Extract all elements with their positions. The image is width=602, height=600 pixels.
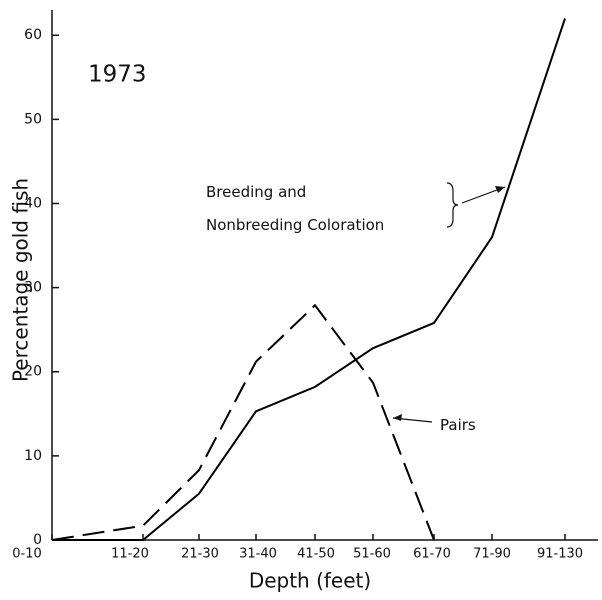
y-tick-label: 10: [24, 448, 42, 464]
y-tick-label: 30: [24, 280, 42, 296]
y-tick-label: 60: [24, 27, 42, 43]
x-tick-label: 71-90: [473, 547, 511, 562]
y-tick-label: 20: [24, 364, 42, 380]
x-tick-label: 91-130: [537, 547, 583, 562]
x-tick-label: 0-10: [12, 547, 42, 562]
line: [52, 18, 566, 541]
x-tick-label: 61-70: [413, 547, 451, 562]
x-tick-label: 31-40: [239, 547, 277, 562]
arrow-head: [495, 186, 505, 193]
y-axis-label: Percentage gold fish: [9, 178, 33, 382]
x-axis-label: Depth (feet): [249, 569, 371, 593]
brace: [446, 182, 459, 228]
y-tick-label: 40: [24, 195, 42, 211]
x-tick-label: 11-20: [111, 547, 149, 562]
y-tick-label: 0: [33, 532, 42, 548]
chart-title: 1973: [88, 62, 147, 88]
x-tick-label: 21-30: [181, 547, 219, 562]
x-tick-label: 41-50: [297, 547, 335, 562]
y-tick-label: 50: [24, 111, 42, 127]
series-label: Pairs: [440, 416, 476, 434]
line: [51, 303, 435, 541]
series-label: Breeding and Nonbreeding Coloration: [206, 183, 385, 234]
x-tick-label: 51-60: [353, 547, 391, 562]
arrow-head: [393, 414, 402, 421]
